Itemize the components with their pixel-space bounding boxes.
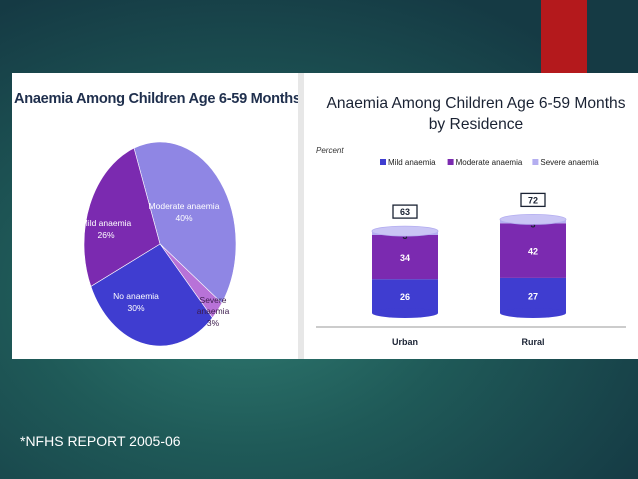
bar-total-box-urban xyxy=(392,204,418,219)
pie-value-severe-anaemia: 3% xyxy=(207,318,220,328)
pie-label-mild-anaemia: Mild anaemia xyxy=(81,218,132,228)
bar-segment-urban-moderate-anaemia xyxy=(372,235,438,280)
pie-label-severe-anaemia-1: Severe xyxy=(200,295,227,305)
pie-chart-title: Anaemia Among Children Age 6-59 Months xyxy=(14,91,301,107)
pie-label-severe-anaemia-2: anaemia xyxy=(197,306,230,316)
y-axis-label: Percent xyxy=(316,146,344,155)
pie-slice-mild-anaemia xyxy=(83,147,161,287)
legend-swatch-moderate-anaemia xyxy=(447,159,454,165)
bar-segment-urban-mild-anaemia xyxy=(372,279,438,313)
pie-label-moderate-anaemia: Moderate anaemia xyxy=(149,201,220,211)
bar-total-urban: 63 xyxy=(400,207,410,217)
bar-value-rural-moderate-anaemia: 42 xyxy=(528,247,538,257)
legend-label-severe-anaemia: Severe anaemia xyxy=(540,158,599,167)
bar-total-rural: 72 xyxy=(528,195,538,205)
legend-label-moderate-anaemia: Moderate anaemia xyxy=(456,158,523,167)
bar-chart-panel: Anaemia Among Children Age 6-59 Months b… xyxy=(304,73,638,359)
bar-chart-title-line2: by Residence xyxy=(428,116,524,133)
legend-label-mild-anaemia: Mild anaemia xyxy=(388,158,436,167)
accent-bar xyxy=(541,0,587,73)
pie-label-no-anaemia: No anaemia xyxy=(113,291,159,301)
bar-chart-title-line1: Anaemia Among Children Age 6-59 Months xyxy=(326,95,626,112)
pie-chart-panel: Anaemia Among Children Age 6-59 Months M… xyxy=(12,73,301,359)
pie-value-mild-anaemia: 26% xyxy=(97,230,114,240)
bar-segment-rural-mild-anaemia xyxy=(500,277,566,313)
bar-total-box-rural xyxy=(520,192,546,208)
pie-value-moderate-anaemia: 40% xyxy=(175,213,192,223)
bar-base-urban xyxy=(372,308,438,318)
legend-swatch-severe-anaemia xyxy=(532,159,539,165)
legend-swatch-mild-anaemia xyxy=(380,159,386,165)
bar-value-urban-moderate-anaemia: 34 xyxy=(400,253,410,263)
pie-slice-moderate-anaemia xyxy=(133,141,237,304)
bar-top-rural xyxy=(499,213,567,225)
category-label-rural: Rural xyxy=(521,337,544,347)
bar-chart-title: Anaemia Among Children Age 6-59 Months b… xyxy=(314,93,638,135)
pie-slice-no-anaemia xyxy=(90,243,213,347)
panel-divider xyxy=(298,73,304,359)
stacked-bar-chart: Percent Mild anaemia Moderate anaemia Sever… xyxy=(316,146,626,347)
category-label-urban: Urban xyxy=(392,337,418,347)
bar-segment-rural-moderate-anaemia xyxy=(500,223,566,278)
bar-base-rural xyxy=(500,308,566,318)
bar-value-rural-mild-anaemia: 27 xyxy=(528,291,538,301)
bar-top-urban xyxy=(371,225,439,237)
pie-value-no-anaemia: 30% xyxy=(127,303,144,313)
source-footnote: *NFHS REPORT 2005-06 xyxy=(20,433,181,449)
bar-value-urban-mild-anaemia: 26 xyxy=(400,292,410,302)
